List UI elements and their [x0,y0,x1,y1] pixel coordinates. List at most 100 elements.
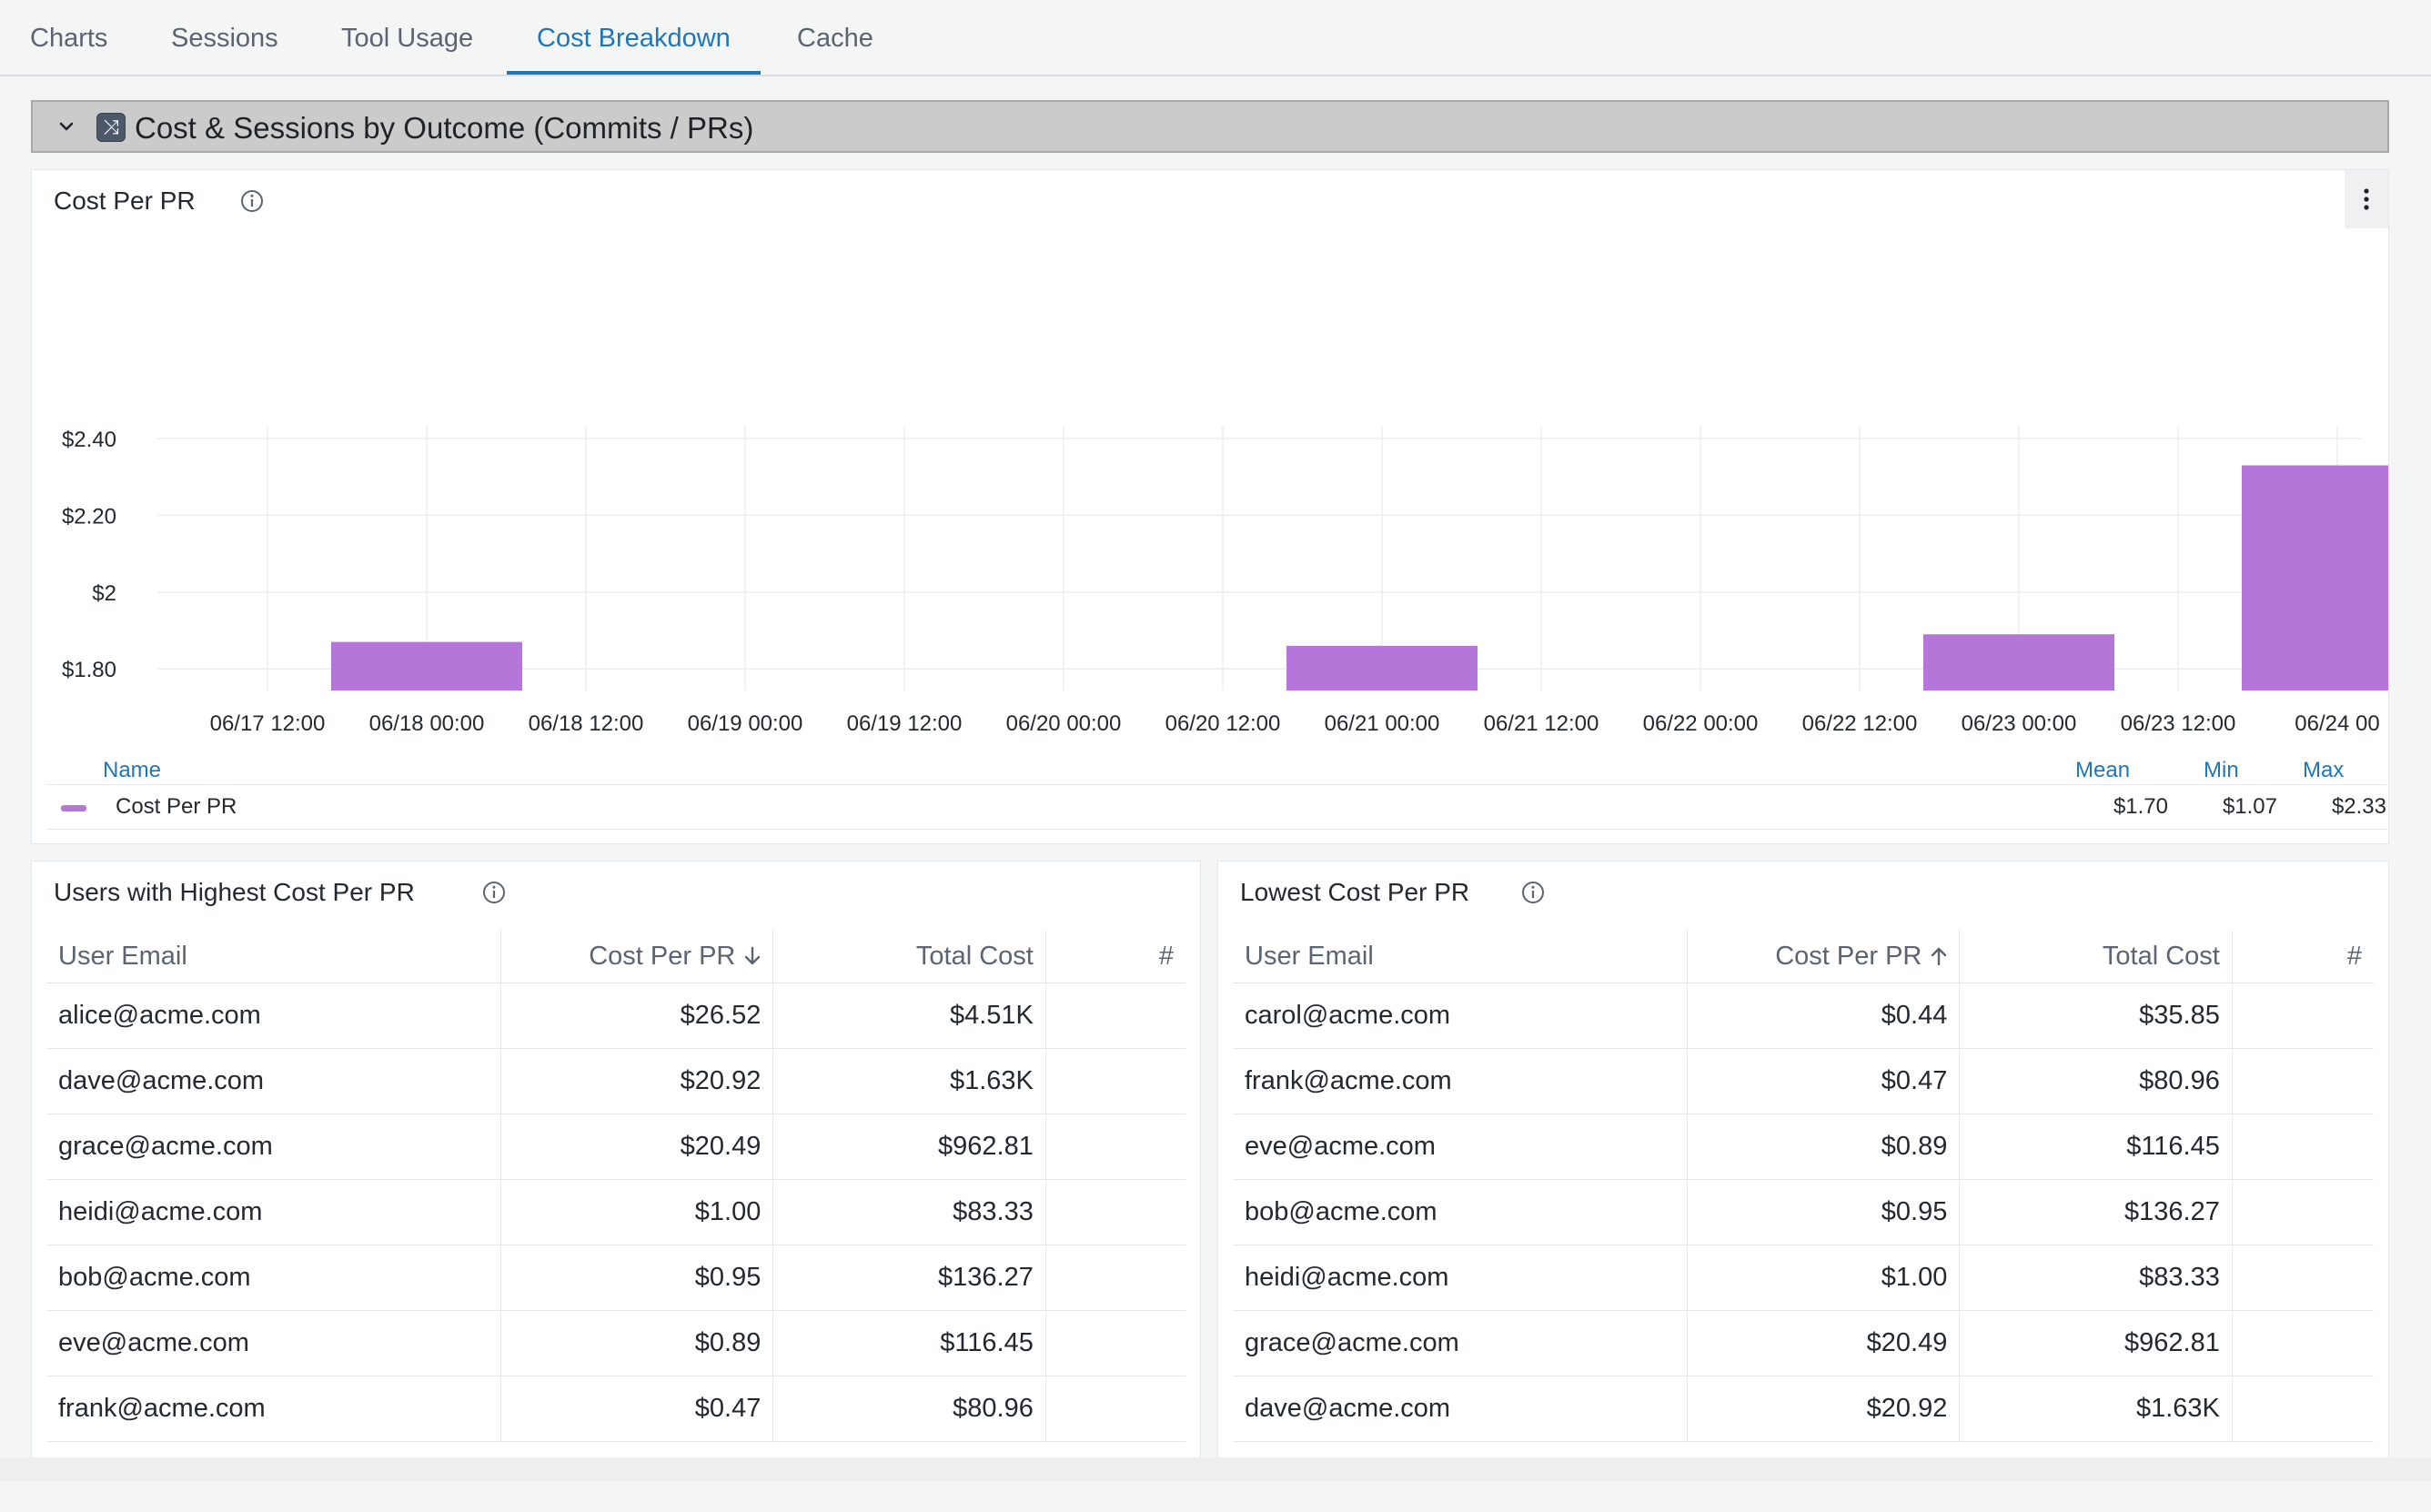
cell-cost-per-pr: $0.44 [1686,983,1960,1049]
table-row[interactable]: bob@acme.com $0.95 $136.27 [46,1245,1185,1311]
bar-06-23 [2242,465,2388,690]
cell-cost-per-pr: $0.89 [1686,1114,1960,1180]
table-row[interactable]: eve@acme.com $0.89 $116.45 [1233,1114,2374,1180]
cell-count [1044,1376,1185,1442]
kebab-menu-icon [2364,188,2369,210]
table-row[interactable]: carol@acme.com $0.44 $35.85 [1233,983,2374,1049]
cell-count [2231,983,2374,1049]
cell-cost-per-pr: $0.95 [1686,1179,1960,1245]
bar-06-22 [1923,634,2114,690]
legend-header-mean[interactable]: Mean [2075,758,2131,782]
column-header-count[interactable]: # [1044,930,1185,983]
x-tick-label: 06/23 00:00 [1962,711,2077,734]
table-row[interactable]: heidi@acme.com $1.00 $83.33 [46,1179,1185,1245]
header-label: Cost Per PR [1775,941,1922,971]
column-header-total-cost[interactable]: Total Cost [1959,930,2233,983]
info-icon[interactable] [481,880,507,905]
legend-min-value: $1.07 [2222,794,2277,819]
table-row[interactable]: dave@acme.com $20.92 $1.63K [1233,1376,2374,1442]
bar-06-17 [331,641,522,690]
column-header-count[interactable]: # [2231,930,2374,983]
cell-cost-per-pr: $20.49 [1686,1310,1960,1376]
legend-header-name[interactable]: Name [103,758,162,782]
lowest-cost-table-wrapper[interactable]: User Email Cost Per PR Total Cost # caro… [1233,930,2374,1512]
column-header-user-email[interactable]: User Email [1233,930,1688,983]
cell-total-cost: $116.45 [772,1310,1046,1376]
table-row[interactable]: alice@acme.com $26.52 $4.51K [46,983,1185,1049]
tab-charts[interactable]: Charts [30,24,108,53]
tab-cost-breakdown[interactable]: Cost Breakdown [507,0,761,75]
cell-user-email: dave@acme.com [46,1048,501,1114]
info-icon[interactable] [239,188,265,214]
highest-cost-table-wrapper[interactable]: User Email Cost Per PR Total Cost # alic… [46,930,1185,1512]
header-label: User Email [1245,941,1374,971]
y-tick-label: $2.20 [62,504,116,529]
x-tick-label: 06/22 12:00 [1802,711,1918,734]
table-row[interactable]: heidi@acme.com $1.00 $83.33 [1233,1245,2374,1311]
table-row[interactable]: frank@acme.com $0.47 $80.96 [46,1376,1185,1442]
sort-ascending-icon [1932,947,1947,965]
info-icon[interactable] [1520,880,1546,905]
header-label: Total Cost [915,941,1034,971]
x-tick-label: 06/24 00 [2295,711,2379,734]
table-row[interactable]: dave@acme.com $20.92 $1.63K [46,1048,1185,1114]
column-header-cost-per-pr[interactable]: Cost Per PR [499,930,773,983]
cell-total-cost: $80.96 [772,1376,1046,1442]
cell-user-email: heidi@acme.com [46,1179,501,1245]
header-label: Total Cost [2102,941,2220,971]
chevron-down-icon[interactable] [55,115,78,138]
table-header-row: User Email Cost Per PR Total Cost # [46,930,1185,983]
cell-count [2231,1179,2374,1245]
cell-cost-per-pr: $0.89 [499,1310,773,1376]
column-header-total-cost[interactable]: Total Cost [772,930,1046,983]
column-header-cost-per-pr[interactable]: Cost Per PR [1686,930,1960,983]
column-header-user-email[interactable]: User Email [46,930,501,983]
cell-count [2231,1376,2374,1442]
table-row[interactable]: grace@acme.com $20.49 $962.81 [1233,1310,2374,1376]
cell-total-cost: $83.33 [1959,1245,2233,1311]
tab-cache[interactable]: Cache [797,24,873,53]
legend-header-min[interactable]: Min [2204,758,2239,782]
section-header[interactable]: ⤨ Cost & Sessions by Outcome (Commits / … [31,100,2389,153]
cell-total-cost: $116.45 [1959,1114,2233,1180]
legend-series-row[interactable]: Cost Per PR $1.70 $1.07 $2.33 [46,784,2386,830]
cell-user-email: eve@acme.com [46,1310,501,1376]
table-header-row: User Email Cost Per PR Total Cost # [1233,930,2374,983]
x-tick-label: 06/22 00:00 [1643,711,1759,734]
header-label: Cost Per PR [589,941,736,971]
cell-cost-per-pr: $1.00 [1686,1245,1960,1311]
tab-sessions[interactable]: Sessions [171,24,278,53]
panel-title: Users with Highest Cost Per PR [54,878,415,906]
cell-user-email: eve@acme.com [1233,1114,1688,1180]
x-tick-label: 06/21 12:00 [1484,711,1599,734]
x-tick-label: 06/23 12:00 [2121,711,2236,734]
cell-count [1044,1310,1185,1376]
cell-count [2231,1310,2374,1376]
bar-06-20 [1286,645,1478,690]
cell-user-email: grace@acme.com [1233,1310,1688,1376]
table-row[interactable]: grace@acme.com $20.49 $962.81 [46,1114,1185,1180]
header-label: # [2346,941,2362,971]
cell-total-cost: $962.81 [1959,1310,2233,1376]
legend-mean-value: $1.70 [2113,794,2168,819]
cell-count [1044,983,1185,1049]
y-tick-label: $1.80 [62,658,116,682]
x-tick-label: 06/21 00:00 [1325,711,1440,734]
cell-total-cost: $1.63K [1959,1376,2233,1442]
table-row[interactable]: bob@acme.com $0.95 $136.27 [1233,1179,2374,1245]
cell-user-email: frank@acme.com [1233,1048,1688,1114]
table-row[interactable]: frank@acme.com $0.47 $80.96 [1233,1048,2374,1114]
table-row[interactable]: eve@acme.com $0.89 $116.45 [46,1310,1185,1376]
cell-total-cost: $962.81 [772,1114,1046,1180]
legend-header-max[interactable]: Max [2303,758,2345,782]
panel-menu-button[interactable] [2345,170,2388,228]
cell-count [2231,1245,2374,1311]
header-label: User Email [58,941,187,971]
cell-count [2231,1048,2374,1114]
cell-cost-per-pr: $0.95 [499,1245,773,1311]
cell-count [1044,1245,1185,1311]
tab-tool-usage[interactable]: Tool Usage [341,24,474,53]
cell-cost-per-pr: $26.52 [499,983,773,1049]
header-label: # [1158,941,1174,971]
cell-cost-per-pr: $0.47 [499,1376,773,1442]
